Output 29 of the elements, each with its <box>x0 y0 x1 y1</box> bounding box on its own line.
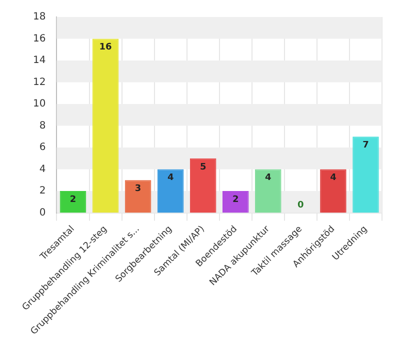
data-label: 3 <box>134 184 142 194</box>
y-tick-label: 12 <box>32 76 46 88</box>
data-label: 4 <box>330 173 336 184</box>
y-tick-label: 6 <box>39 142 46 154</box>
bar <box>190 158 216 213</box>
y-tick-label: 2 <box>39 186 46 197</box>
bar <box>124 180 152 213</box>
data-label: 2 <box>70 194 76 205</box>
bar <box>222 191 249 213</box>
data-label: 4 <box>167 173 174 184</box>
data-label: 0 <box>298 200 304 211</box>
bar <box>92 38 119 213</box>
bar <box>320 169 346 213</box>
bar <box>157 169 184 213</box>
bar <box>60 191 86 213</box>
data-label: 4 <box>265 173 272 184</box>
data-label: 5 <box>200 162 206 172</box>
y-tick-label: 16 <box>32 33 46 44</box>
y-tick-label: 14 <box>32 55 46 66</box>
y-tick-label: 8 <box>39 120 46 132</box>
data-label: 7 <box>362 140 369 150</box>
data-label: 16 <box>99 42 112 53</box>
bar <box>352 136 379 213</box>
y-tick-label: 4 <box>39 164 46 175</box>
y-tick-label: 0 <box>39 207 46 218</box>
bar <box>255 169 282 213</box>
y-tick-label: 10 <box>32 98 46 110</box>
data-label: 2 <box>232 194 239 205</box>
y-tick-label: 18 <box>32 12 46 23</box>
